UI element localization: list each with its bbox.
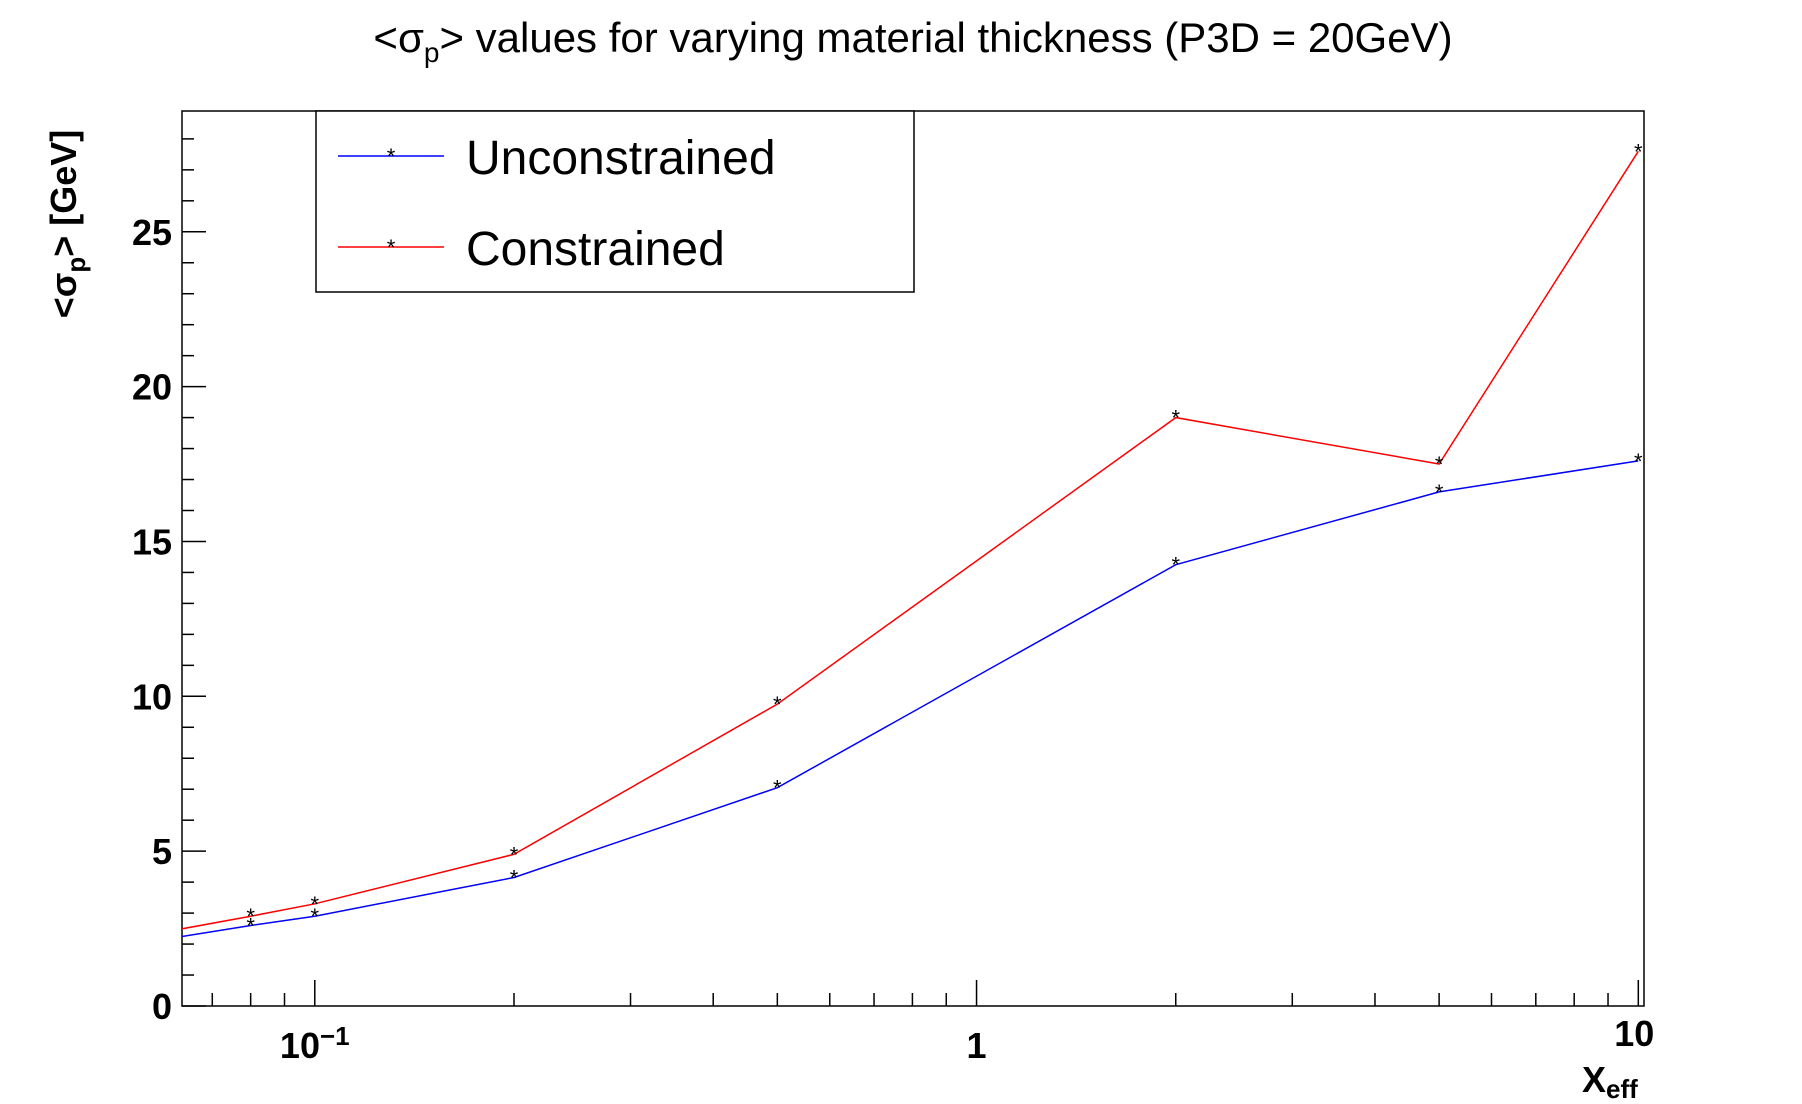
series-line-unconstrained: [182, 460, 1639, 938]
data-point-unconstrained: *: [311, 904, 320, 929]
data-point-unconstrained: *: [1171, 553, 1180, 578]
data-point-constrained: *: [311, 892, 320, 917]
data-point-unconstrained: *: [1435, 480, 1444, 505]
y-tick-label: 15: [132, 521, 172, 562]
data-point-constrained: *: [773, 692, 782, 717]
x-tick-label: 10: [1614, 1013, 1654, 1054]
data-point-constrained: *: [246, 904, 255, 929]
y-tick-label: 20: [132, 367, 172, 408]
data-point-unconstrained: *: [246, 913, 255, 938]
x-tick-label: 1: [967, 1025, 987, 1066]
y-axis-title: <σp> [GeV]: [43, 130, 91, 319]
data-point-unconstrained: *: [1634, 449, 1643, 474]
data-point-constrained: *: [510, 842, 519, 867]
legend-label-constrained: Constrained: [466, 223, 725, 276]
y-axis: 0 5 10 15 20 25: [132, 138, 206, 1027]
y-tick-label: 10: [132, 676, 172, 717]
series-line-constrained: [182, 150, 1639, 930]
legend-marker-constrained: *: [387, 235, 396, 260]
legend-box: [315, 110, 915, 293]
data-point-unconstrained: *: [773, 776, 782, 801]
legend-label-unconstrained: Unconstrained: [466, 132, 776, 185]
data-point-constrained: *: [1634, 139, 1643, 164]
x-axis: 10−1 1 10: [211, 980, 1654, 1066]
x-tick-label: 10−1: [280, 1021, 350, 1066]
series-layer: * ******* ******: [182, 139, 1643, 938]
legend-marker-unconstrained: *: [387, 144, 396, 169]
chart-title: <σp> values for varying material thickne…: [373, 14, 1452, 68]
y-tick-label: 0: [152, 986, 172, 1027]
y-tick-label: 25: [132, 212, 172, 253]
data-point-constrained: *: [1171, 406, 1180, 431]
data-point-unconstrained: *: [510, 865, 519, 890]
data-point-constrained: *: [1435, 452, 1444, 477]
x-axis-title: Xeff: [1582, 1059, 1638, 1104]
y-tick-label: 5: [152, 831, 172, 872]
legend: * Unconstrained * Constrained: [315, 110, 915, 293]
